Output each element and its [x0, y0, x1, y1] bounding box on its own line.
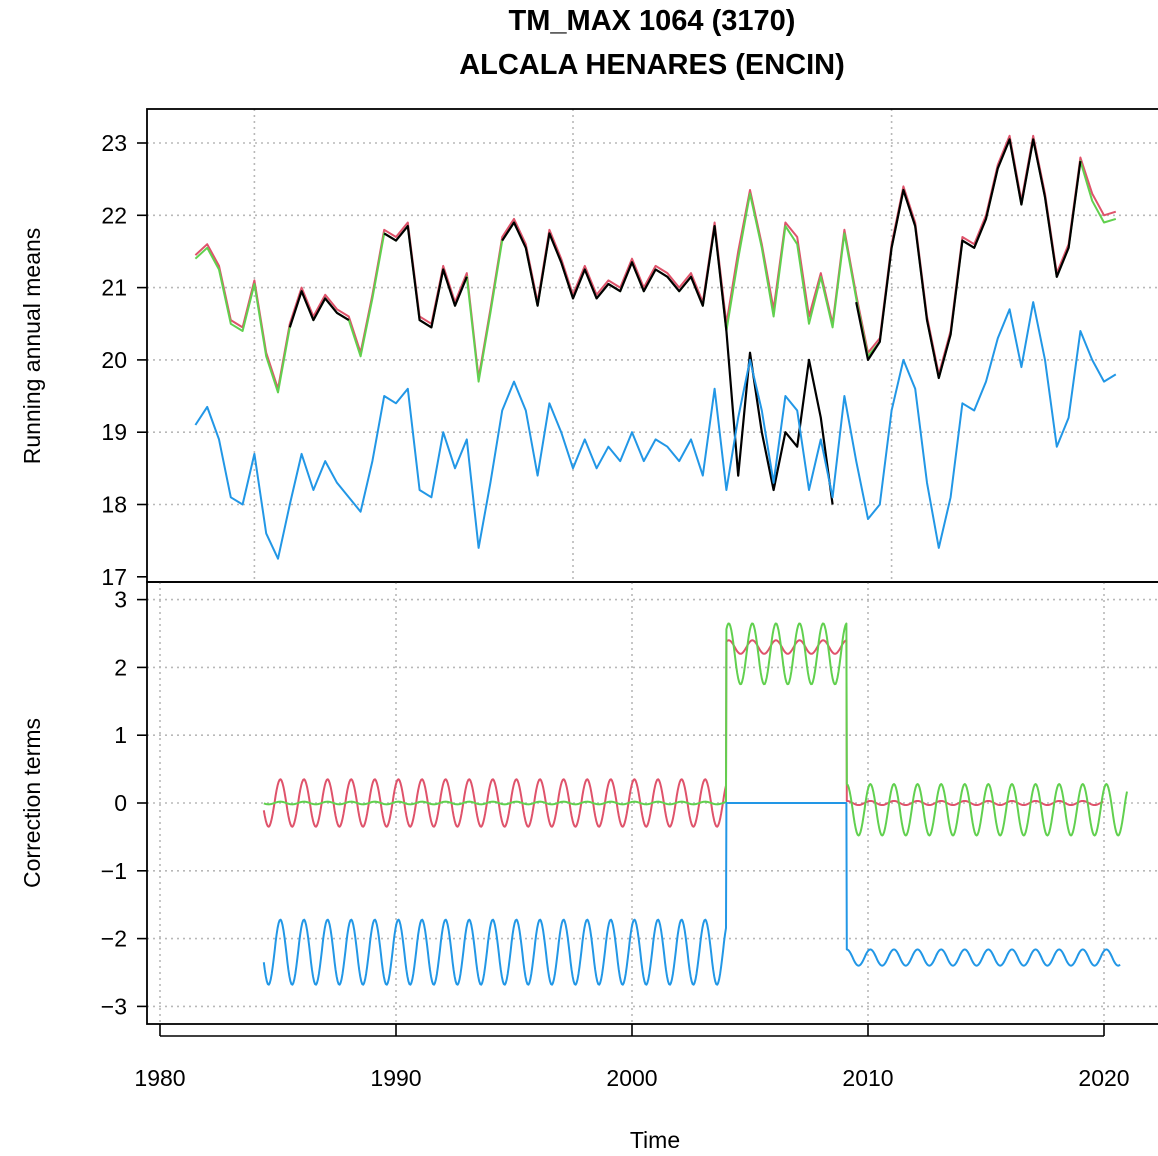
time-x-axis: 1980 1990 2000 2010 2020	[134, 1024, 1130, 1091]
time-xtick-label-1: 1990	[370, 1065, 421, 1091]
running-means-series	[194, 134, 1117, 560]
running-means-series-2	[288, 138, 1082, 505]
running-means-frame	[146, 108, 1158, 583]
chart-title-line-2: ALCALA HENARES (ENCIN)	[459, 49, 845, 81]
running-means-ytick-label-2: 19	[101, 419, 127, 445]
correction-terms-grid	[147, 582, 1158, 1024]
running-means-ytick-label-6: 23	[101, 130, 127, 156]
running-means-ytick-label-4: 21	[101, 275, 127, 301]
chart-title-line-1: TM_MAX 1064 (3170)	[509, 5, 796, 37]
running-means-ytick-label-1: 18	[101, 492, 127, 518]
correction-terms-ytick-label-0: −3	[101, 993, 127, 1019]
correction-terms-series	[262, 622, 1128, 986]
correction-terms-panel: −3 −2 −1 0 1 2 3 1980 1990 2000 2010 2020 Correcti…	[19, 581, 1158, 1153]
correction-terms-ytick-label-2: −1	[101, 858, 127, 884]
running-means-series-3	[194, 301, 1117, 560]
running-means-ytick-label-0: 17	[101, 564, 127, 590]
running-means-grid	[147, 109, 1158, 582]
time-xlabel: Time	[630, 1127, 680, 1153]
correction-terms-ytick-label-6: 3	[114, 587, 127, 613]
correction-terms-series-2	[262, 802, 1121, 986]
time-xtick-label-0: 1980	[134, 1065, 185, 1091]
correction-terms-y-axis: −3 −2 −1 0 1 2 3	[101, 587, 147, 1019]
correction-terms-ytick-label-3: 0	[114, 790, 127, 816]
correction-terms-series-0	[262, 639, 1104, 828]
correction-terms-series-1	[263, 622, 1128, 837]
running-means-y-axis: 17 18 19 20 21 22 23	[101, 130, 147, 590]
running-means-ytick-label-3: 20	[101, 347, 127, 373]
correction-terms-ylabel: Correction terms	[19, 718, 45, 888]
time-xtick-label-2: 2000	[606, 1065, 657, 1091]
running-means-ylabel: Running annual means	[19, 228, 45, 465]
correction-terms-ytick-label-4: 1	[114, 722, 127, 748]
time-xtick-label-4: 2020	[1078, 1065, 1129, 1091]
running-means-series-0	[194, 134, 1117, 390]
correction-terms-ytick-label-1: −2	[101, 926, 127, 952]
running-means-panel: 17 18 19 20 21 22 23 Running annual means	[19, 108, 1158, 590]
running-means-ytick-label-5: 22	[101, 202, 127, 228]
correction-terms-ytick-label-5: 2	[114, 654, 127, 680]
time-xtick-label-3: 2010	[842, 1065, 893, 1091]
